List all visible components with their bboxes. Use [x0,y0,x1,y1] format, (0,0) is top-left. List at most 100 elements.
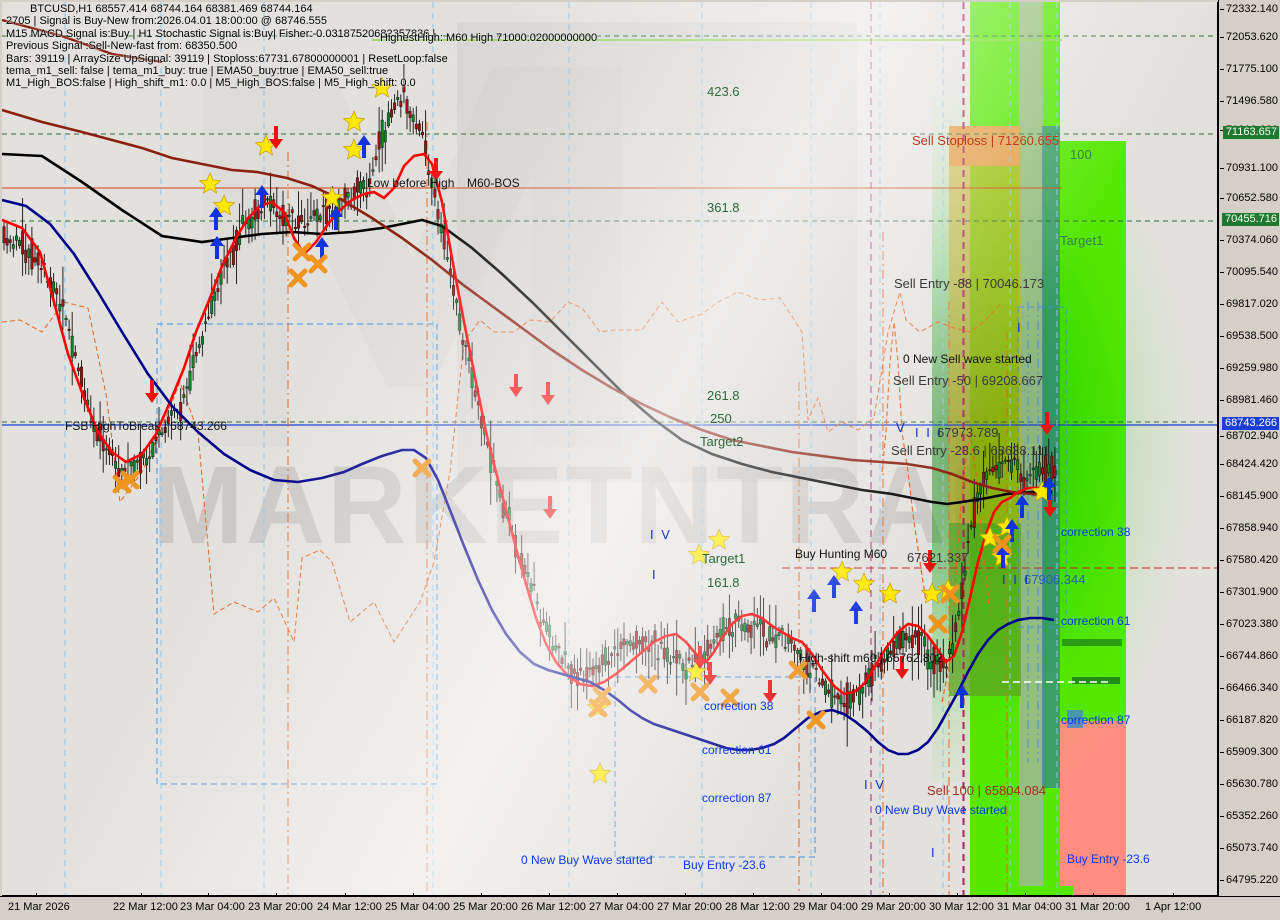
time-tick: 31 Mar 04:00 [997,901,1062,913]
arrow-down-icon [923,550,937,573]
price-tick: 69259.980 [1220,363,1280,374]
price-tick: 69538.500 [1220,331,1280,342]
arrow-down-icon [145,380,159,403]
cross-marker [588,698,608,718]
time-tick: 25 Mar 20:00 [453,901,518,913]
cross-marker [292,242,312,262]
orange-spike2 [941,431,991,703]
price-tick: 65630.780 [1220,779,1280,790]
arrow-up-icon [209,207,223,230]
time-tick-mark [753,893,754,897]
price-axis[interactable]: 72332.14072053.62071775.10071496.5807121… [1218,0,1280,898]
price-tick: 68981.460 [1220,395,1280,406]
cross-marker [120,470,140,490]
orange-verticals [287,122,1008,895]
cross-marker [940,584,960,604]
tema-red-line [2,152,1049,696]
time-tick-mark [1093,893,1094,897]
trend-line-topleft [2,18,163,64]
arrow-up-icon [1005,519,1019,542]
cross-marker [308,254,328,274]
time-tick-mark [141,893,142,897]
star-marker [852,572,876,594]
time-tick: 31 Mar 20:00 [1065,901,1130,913]
arrow-down-icon [1040,412,1054,435]
time-tick: 1 Apr 12:00 [1145,901,1202,913]
time-tick: 30 Mar 12:00 [929,901,994,913]
time-tick-mark [345,893,346,897]
arrow-down-icon [429,158,443,181]
chart-plot-area[interactable]: MARKETNTRADE [2,2,1218,896]
price-tick: 68702.940 [1220,431,1280,442]
star-marker [370,76,394,98]
price-tick: 70652.580 [1220,193,1280,204]
arrow-down-icon [541,382,555,405]
star-marker [878,582,902,604]
time-tick-mark [1025,893,1026,897]
blue-verticals [1027,302,1039,762]
time-tick: 28 Mar 12:00 [725,901,790,913]
price-tick: 68424.420 [1220,459,1280,470]
time-tick: 24 Mar 12:00 [317,901,382,913]
cross-marker [412,458,432,478]
ema-blue-line [2,198,1055,756]
orange-indicator-band [2,291,1003,644]
time-tick: 22 Mar 12:00 [113,901,178,913]
star-marker [687,543,711,565]
price-tick: 71775.100 [1220,64,1280,75]
ema-darkred-line [2,108,1053,498]
arrow-up-icon [210,236,224,259]
time-tick: 27 Mar 20:00 [657,901,722,913]
star-marker [212,194,236,216]
arrow-down-icon [509,374,523,397]
star-marker [320,186,344,208]
cross-marker [720,688,740,708]
time-tick: 27 Mar 04:00 [589,901,654,913]
star-marker [684,660,708,682]
arrow-down-icon [543,496,557,519]
time-tick-mark [208,893,209,897]
star-marker [588,762,612,784]
cross-marker [638,674,658,694]
arrow-up-icon [315,237,329,260]
time-tick-mark [821,893,822,897]
star-marker [978,526,1002,548]
time-tick-mark [276,893,277,897]
arrow-down-icon [895,656,909,679]
time-tick: 29 Mar 20:00 [861,901,926,913]
arrow-up-icon [329,207,343,230]
time-tick: 26 Mar 12:00 [521,901,586,913]
price-tick: 65909.300 [1220,747,1280,758]
price-tick: 68145.900 [1220,491,1280,502]
time-tick: 23 Mar 20:00 [248,901,313,913]
time-tick: 29 Mar 04:00 [793,901,858,913]
time-tick-mark [1173,893,1174,897]
star-marker [920,582,944,604]
signal-markers [112,76,1057,784]
star-marker [342,138,366,160]
cross-marker [788,660,808,680]
price-highlight-label: 71163.657 [1222,126,1279,139]
time-tick-mark [549,893,550,897]
time-tick-mark [889,893,890,897]
time-tick: 21 Mar 2026 [8,901,70,913]
price-tick: 71496.580 [1220,96,1280,107]
cross-marker [806,710,826,730]
price-tick: 69817.020 [1220,299,1280,310]
star-marker [830,560,854,582]
arrow-up-icon [357,135,371,158]
time-tick-mark [617,893,618,897]
time-tick: 25 Mar 04:00 [385,901,450,913]
star-marker [707,528,731,550]
time-tick-mark [413,893,414,897]
price-tick: 70931.100 [1220,163,1280,174]
arrow-down-icon [269,126,283,149]
price-highlight-label: 68743.266 [1222,417,1279,430]
cross-marker [288,268,308,288]
arrow-down-icon [763,680,777,703]
session-separators [64,2,1058,895]
arrow-down-icon [693,646,707,669]
time-axis[interactable]: 21 Mar 2026 22 Mar 12:00 23 Mar 04:00 23 Ma… [0,893,1280,920]
chart-svg-layer [2,2,1217,895]
